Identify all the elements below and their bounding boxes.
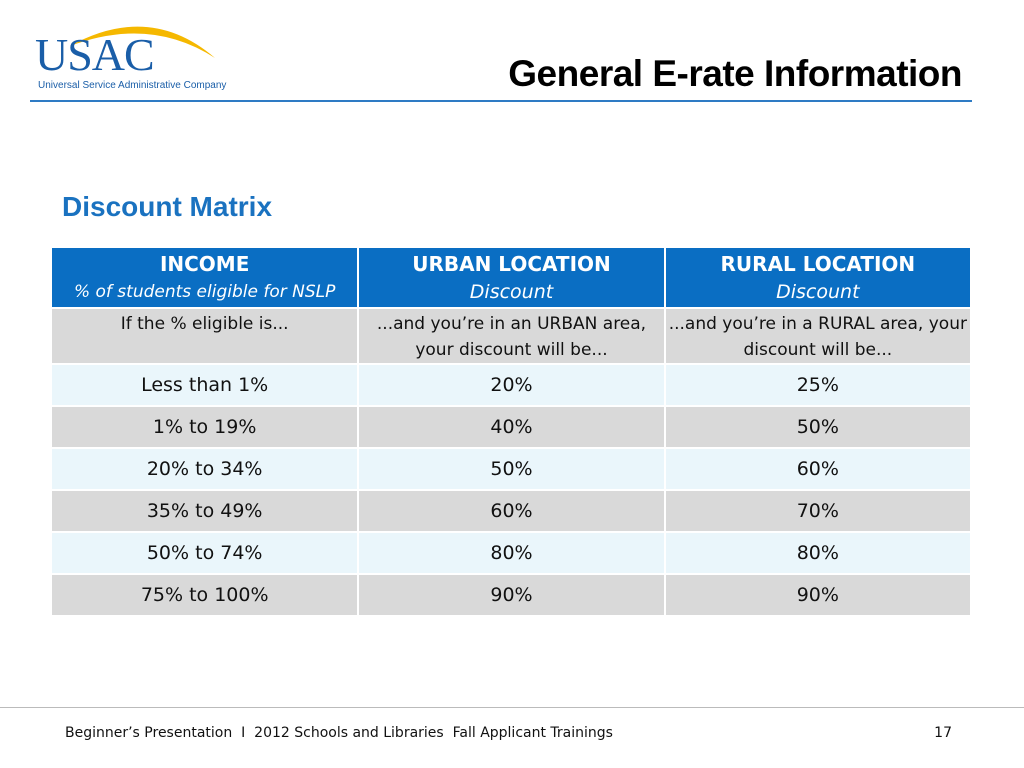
logo-wordmark: USAC <box>35 29 155 80</box>
table-row: 35% to 49% 60% 70% <box>52 490 973 533</box>
title-divider <box>30 100 972 102</box>
urban-cell: 90% <box>358 574 666 617</box>
table-row: 50% to 74% 80% 80% <box>52 532 973 575</box>
table-row: Less than 1% 20% 25% <box>52 364 973 407</box>
rural-cell: 80% <box>664 532 973 575</box>
income-cell: 75% to 100% <box>52 574 360 617</box>
urban-cell: 20% <box>358 364 666 407</box>
section-heading: Discount Matrix <box>62 191 273 222</box>
income-cell: 50% to 74% <box>52 532 360 575</box>
page-number: 17 <box>934 725 952 741</box>
logo-arc-icon <box>70 26 215 58</box>
footer-text: Beginner’s Presentation I 2012 Schools a… <box>65 725 613 741</box>
income-cell: 20% to 34% <box>52 448 360 491</box>
explainer-cell: If the % eligible is... <box>52 308 360 365</box>
rural-cell: 25% <box>664 364 973 407</box>
table-header-row: INCOME% of students eligible for NSLP UR… <box>52 248 973 309</box>
header-rural: RURAL LOCATION Discount <box>664 248 973 309</box>
rural-cell: 70% <box>664 490 973 533</box>
table-row: 1% to 19% 40% 50% <box>52 406 973 449</box>
urban-cell: 40% <box>358 406 666 449</box>
rural-cell: 90% <box>664 574 973 617</box>
rural-cell: 50% <box>664 406 973 449</box>
explainer-row: If the % eligible is... ...and you’re in… <box>52 308 973 365</box>
header-urban: URBAN LOCATION Discount <box>358 248 666 309</box>
logo-subtitle: Universal Service Administrative Company <box>38 80 227 91</box>
footer-divider <box>0 707 1024 708</box>
urban-cell: 60% <box>358 490 666 533</box>
rural-cell: 60% <box>664 448 973 491</box>
urban-cell: 80% <box>358 532 666 575</box>
explainer-cell: ...and you’re in a RURAL area, your disc… <box>664 308 973 365</box>
income-cell: 1% to 19% <box>52 406 360 449</box>
table-row: 20% to 34% 50% 60% <box>52 448 973 491</box>
explainer-cell: ...and you’re in an URBAN area, your dis… <box>358 308 666 365</box>
slide-title: General E-rate Information <box>508 53 962 94</box>
income-cell: 35% to 49% <box>52 490 360 533</box>
header-income: INCOME% of students eligible for NSLP <box>52 248 360 309</box>
usac-logo: USAC Universal Service Administrative Co… <box>30 14 230 94</box>
urban-cell: 50% <box>358 448 666 491</box>
income-cell: Less than 1% <box>52 364 360 407</box>
discount-matrix-table: INCOME% of students eligible for NSLP UR… <box>52 248 973 617</box>
table-row: 75% to 100% 90% 90% <box>52 574 973 617</box>
